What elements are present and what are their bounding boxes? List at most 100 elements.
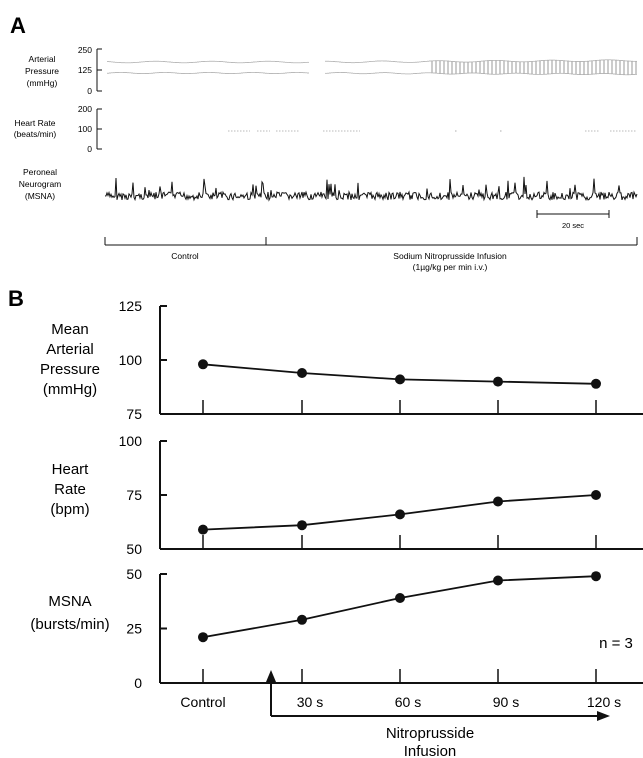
bp-dot [367,61,369,63]
bp-dot [175,62,177,63]
bp-dot [249,61,251,63]
bp-dot [255,72,257,73]
bp-dot [215,72,217,74]
bp-dot [423,61,425,62]
bp-dot [147,73,149,74]
bp-dot [307,72,309,74]
bp-dot [369,73,371,74]
bp-dot [277,61,279,63]
bp-dot [561,72,563,74]
bp-dot [267,60,269,62]
bp-dot [403,73,405,75]
bp-dot [189,62,191,64]
bp-dot [349,62,351,64]
bp-dot [327,72,329,74]
bp-dot [513,72,515,74]
hr-ylabel-line-3: (bpm) [50,501,89,518]
hr-ytick-label: 100 [119,433,143,449]
bp-dot [265,72,267,74]
bp-dot [107,61,109,63]
msna-data-point [591,571,601,582]
bp-dot [585,74,587,76]
bp-dot [149,60,151,62]
arterial-pressure-trace [107,59,637,76]
bp-dot [293,72,295,73]
arterial-pressure-label-line-1: Arterial [29,54,56,64]
bp-dot [259,72,261,74]
bp-dot [183,62,185,64]
map-ytick-label: 75 [126,406,142,422]
bp-dot [183,73,185,74]
bp-dot [179,62,181,64]
infusion-arrow [270,680,600,717]
bp-dot [529,61,531,63]
bp-dot [193,72,195,74]
bp-dot [137,61,139,63]
arterial-pressure-label-line-2: Pressure [25,66,59,76]
bp-dot [423,72,425,74]
bp-dot [195,72,197,74]
bp-dot [153,60,155,62]
bp-dot [199,72,201,74]
neurogram-label-line-2: Neurogram [19,179,62,189]
bp-dot [223,72,225,74]
bp-dot [125,72,127,73]
msna-data-point [198,632,208,643]
bp-dot [513,61,515,62]
bp-dot [365,61,367,63]
bp-dot [565,60,567,62]
bp-dot [151,60,153,62]
bp-dot [171,72,173,74]
bp-dot [119,62,121,64]
bp-dot [477,61,479,62]
bp-dot [585,60,587,62]
bp-dot [109,61,111,63]
bp-dot [401,73,403,75]
bp-dot [493,73,495,75]
arterial-pressure-tick-125: 125 [78,65,92,75]
bp-dot [227,73,229,74]
bp-dot [137,73,139,74]
bp-dot [525,73,527,75]
bp-dot [167,61,169,63]
bp-dot [155,60,157,62]
bp-dot [433,60,435,62]
bp-dot [375,60,377,62]
bp-dot [147,61,149,62]
bp-dot [413,73,415,75]
hr-ytick-label: 75 [126,487,142,503]
bp-dot [189,73,191,74]
bp-dot [163,71,165,73]
bp-dot [207,60,209,62]
bp-dot [173,61,175,63]
bp-dot [461,61,463,63]
bp-dot [159,72,161,73]
bp-dot [299,62,301,64]
bp-dot [353,62,355,64]
bp-dot [393,72,395,74]
infusion-phase-label-line-2: (1µg/kg per min i.v.) [413,262,488,272]
infusion-phase-label-line-1: Sodium Nitroprusside Infusion [393,251,507,261]
bp-dot [305,61,307,63]
bp-dot [273,73,275,75]
arterial-pressure-label-line-3: (mmHg) [27,78,58,88]
bp-dot [111,61,113,63]
bp-dot [121,62,123,64]
bp-dot [141,61,143,63]
bp-dot [621,74,623,76]
bp-dot [161,60,163,62]
bp-dot [295,62,297,64]
map-ylabel-line-4: (mmHg) [43,381,97,398]
bp-dot [231,73,233,75]
bp-dot [191,62,193,63]
bp-dot [549,73,551,75]
bp-dot [291,62,293,64]
bp-dot [195,61,197,63]
bp-dot [293,62,295,64]
bp-dot [485,60,487,62]
bp-dot [385,60,387,62]
bp-dot [185,62,187,64]
map-data-point [198,359,208,370]
bp-dot [373,60,375,62]
heart-rate-axis [96,108,102,150]
